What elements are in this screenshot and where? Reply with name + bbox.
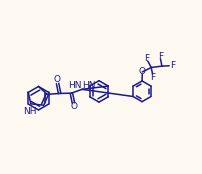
Text: HN: HN <box>68 81 81 90</box>
Text: O: O <box>70 102 77 111</box>
Text: F: F <box>143 54 148 63</box>
Text: NH: NH <box>23 107 37 116</box>
Text: O: O <box>53 75 60 84</box>
Text: F: F <box>169 61 174 70</box>
Text: F: F <box>149 73 154 82</box>
Text: HN: HN <box>82 81 96 89</box>
Text: O: O <box>138 67 145 76</box>
Text: F: F <box>157 52 162 61</box>
